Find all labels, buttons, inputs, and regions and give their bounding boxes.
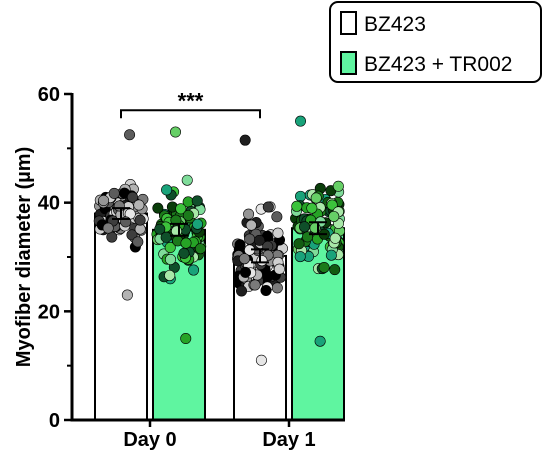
data-point [175, 203, 187, 215]
data-point [181, 174, 193, 186]
legend-swatch-bz423 [340, 11, 357, 35]
data-point [154, 223, 166, 235]
data-point [295, 190, 307, 202]
data-point [260, 284, 272, 296]
data-point [180, 332, 192, 344]
data-point [239, 266, 251, 278]
y-tick-label: 0 [49, 410, 60, 432]
data-point [134, 214, 146, 226]
data-point [102, 222, 114, 234]
data-point [194, 243, 206, 255]
data-point [243, 208, 255, 220]
data-point [291, 200, 303, 212]
data-point [325, 249, 337, 261]
data-point [306, 202, 318, 214]
data-point [314, 335, 326, 347]
data-point [299, 221, 311, 233]
data-point [164, 269, 176, 281]
data-point [294, 251, 306, 263]
data-point [160, 231, 172, 243]
data-point [255, 354, 267, 366]
data-point [98, 194, 110, 206]
data-point [326, 199, 338, 211]
data-point [328, 210, 340, 222]
data-point [132, 236, 144, 248]
data-point [191, 195, 203, 207]
data-point [171, 225, 183, 237]
data-point [244, 233, 256, 245]
data-point [332, 180, 344, 192]
y-tick-label: 40 [38, 193, 60, 215]
legend-label-bz423: BZ423 [364, 13, 426, 36]
x-category-label: Day 0 [123, 429, 176, 451]
data-point [293, 238, 305, 250]
data-point [249, 279, 261, 291]
data-point [108, 187, 120, 199]
data-point [329, 232, 341, 244]
data-point [180, 237, 192, 249]
data-point [124, 129, 136, 141]
data-point [113, 200, 125, 212]
data-point [164, 242, 176, 254]
data-point [170, 126, 182, 138]
data-point [256, 255, 268, 267]
data-point [253, 234, 265, 246]
data-point [262, 201, 274, 213]
data-point [329, 264, 341, 276]
data-point [236, 285, 248, 297]
data-point [192, 218, 204, 230]
data-point [318, 261, 330, 273]
data-point [178, 247, 190, 259]
data-point [165, 253, 177, 265]
significance-bracket [120, 109, 261, 119]
data-point [127, 191, 139, 203]
data-point [121, 289, 133, 301]
data-point [188, 264, 200, 276]
data-point [239, 134, 251, 146]
y-tick-label: 20 [38, 301, 60, 323]
data-point [273, 263, 285, 275]
data-point [133, 199, 145, 211]
y-axis-title: Myofiber diameter (µm) [13, 147, 35, 367]
x-category-label: Day 1 [262, 429, 315, 451]
significance-label: *** [178, 88, 204, 113]
legend-swatch-bz423-tr002 [340, 51, 357, 75]
y-tick-label: 60 [38, 84, 60, 106]
data-point [272, 227, 284, 239]
legend-label-bz423-tr002: BZ423 + TR002 [364, 53, 512, 76]
data-point [271, 211, 283, 223]
data-point [245, 219, 257, 231]
data-point [170, 214, 182, 226]
data-point [271, 282, 283, 294]
data-point [182, 209, 194, 221]
data-point [310, 192, 322, 204]
legend-box [329, 1, 542, 83]
data-point [295, 115, 307, 127]
data-point [238, 253, 250, 265]
data-point [152, 202, 164, 214]
data-point [161, 184, 173, 196]
